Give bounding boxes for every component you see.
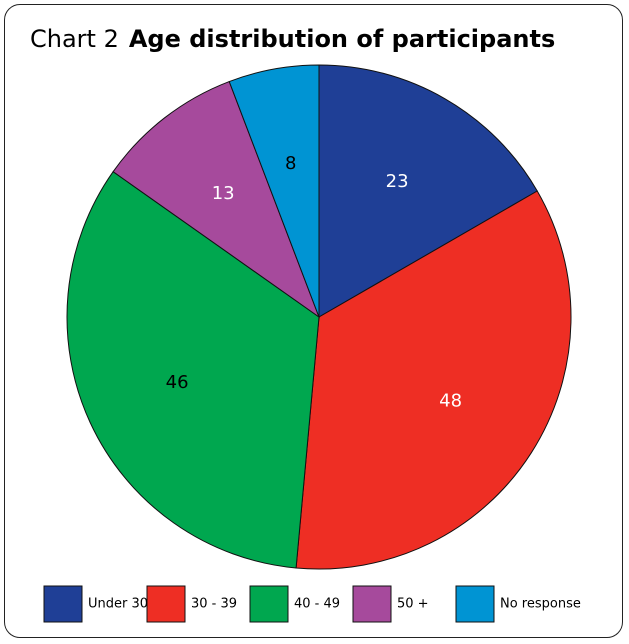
legend-swatch-under-30 [43,585,83,623]
legend-swatch-no-response [455,585,495,623]
legend-swatch-30-39 [146,585,186,623]
chart-title: Chart 2 Age distribution of participants [30,24,555,54]
legend-swatch-40-49 [249,585,289,623]
chart-number: Chart 2 [30,25,119,53]
pie-slice-no-response [228,64,320,318]
data-label-40-49: 46 [166,372,189,393]
pie-slice-40-49 [66,170,320,569]
legend-label-50: 50 + [397,597,429,612]
data-label-no-response: 8 [285,153,296,174]
pie-slices [66,64,572,570]
pie-slice-under-30 [318,64,538,318]
data-label-30-39: 48 [439,391,462,412]
chart-frame [4,4,623,638]
pie-slice-50 [112,80,321,319]
data-label-under-30: 23 [386,171,409,192]
data-label-50: 13 [212,183,235,204]
legend-label-30-39: 30 - 39 [191,597,237,612]
legend: Under 30 30 - 39 40 - 49 50 + No response [43,585,581,623]
legend-label-no-response: No response [500,597,581,612]
chart-title-text: Age distribution of participants [128,25,556,53]
legend-label-40-49: 40 - 49 [294,597,340,612]
pie-slice-30-39 [295,190,572,570]
legend-label-under-30: Under 30 [88,597,148,612]
pie-labels: 23 48 46 13 8 [166,153,462,412]
legend-swatch-50 [352,585,392,623]
